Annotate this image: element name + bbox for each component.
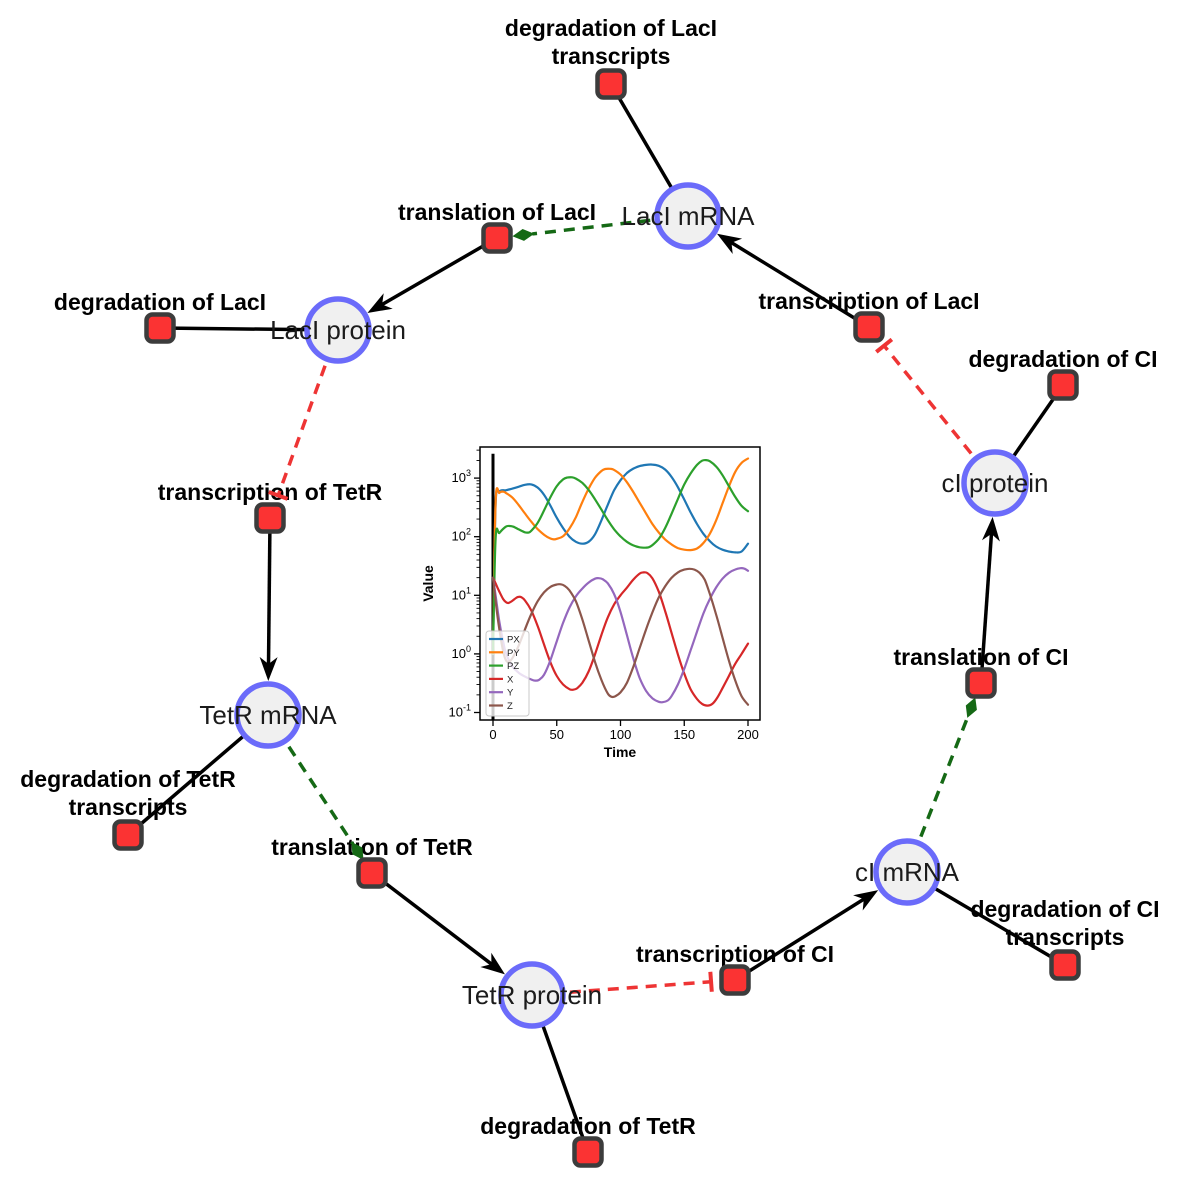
tetr-protein-label: TetR protein (462, 980, 602, 1010)
y-tick-label: 10-1 (449, 703, 471, 720)
degradation-of-ci-label: degradation of CI (968, 346, 1157, 372)
x-tick-label: 0 (489, 727, 496, 742)
edge-production-translation-of-laci-to-laci-protein (367, 236, 498, 313)
species-node-tetr-mrna (234, 681, 302, 749)
x-tick-label: 100 (610, 727, 632, 742)
reaction-node-degradation-of-laci-transcripts (595, 68, 627, 100)
y-tick-label: 102 (452, 527, 471, 544)
legend-entry-PX: PX (489, 635, 520, 646)
degradation-of-ci-transcripts-label: transcripts (1006, 924, 1125, 950)
legend-label-Z: Z (507, 701, 513, 712)
series-X-line (491, 571, 750, 707)
inhibition-tee-icon (708, 971, 714, 992)
legend-entry-PY: PY (489, 648, 520, 659)
arrowhead-icon (853, 890, 879, 911)
arrowhead-icon (982, 516, 1000, 542)
degradation-of-tetr-label: degradation of TetR (480, 1113, 696, 1139)
degradation-of-tetr-transcripts-label: degradation of TetR (20, 766, 236, 792)
legend-label-PX: PX (507, 635, 520, 646)
reaction-node-transcription-of-ci (719, 964, 751, 996)
reaction-node-translation-of-laci (481, 222, 513, 254)
ci-mrna-label: cI mRNA (855, 857, 960, 887)
series-PZ-line (491, 458, 750, 655)
species-node-tetr-protein (498, 961, 566, 1029)
x-tick-label: 50 (550, 727, 564, 742)
x-tick-label: 150 (673, 727, 695, 742)
reaction-node-transcription-of-tetr (254, 502, 286, 534)
reaction-node-degradation-of-ci-transcripts (1049, 949, 1081, 981)
legend-label-PZ: PZ (507, 661, 519, 672)
catalysis-diamond-icon (512, 229, 535, 241)
transcription-of-ci-label: transcription of CI (636, 941, 834, 967)
transcription-of-laci-label: transcription of LacI (758, 288, 979, 314)
species-node-ci-protein (961, 449, 1029, 517)
arrowhead-icon (480, 952, 505, 975)
timecourse-plot: 0 50 100 150 20010-1100101102103TimeValuePXP… (420, 446, 761, 760)
reaction-node-transcription-of-laci (853, 311, 885, 343)
degradation-of-laci-label: degradation of LacI (54, 289, 266, 315)
reaction-node-degradation-of-ci (1047, 369, 1079, 401)
tetr-mrna-label: TetR mRNA (199, 700, 337, 730)
series-Y-line (491, 567, 750, 704)
translation-of-tetr-label: translation of TetR (271, 834, 473, 860)
reaction-node-degradation-of-laci (144, 312, 176, 344)
y-axis-label: Value (420, 565, 436, 602)
y-tick-label: 101 (452, 585, 471, 602)
edge-production-transcription-of-laci-to-laci-mrna (717, 233, 870, 329)
series-PX-line (491, 463, 750, 655)
legend-entry-Y: Y (489, 688, 514, 699)
degradation-of-laci-transcripts-label: transcripts (552, 43, 671, 69)
legend-label-PY: PY (507, 648, 520, 659)
reaction-node-translation-of-ci (965, 667, 997, 699)
edge-production-translation-of-ci-to-ci-protein (979, 516, 1000, 684)
reaction-node-degradation-of-tetr-transcripts (112, 819, 144, 851)
edge-production-transcription-of-ci-to-ci-mrna (734, 890, 879, 982)
degradation-of-ci-transcripts-label: degradation of CI (970, 896, 1159, 922)
reaction-node-translation-of-tetr (356, 857, 388, 889)
y-tick-label: 103 (452, 468, 471, 485)
arrowhead-icon (717, 233, 743, 254)
plot-area (491, 453, 750, 720)
inhibition-tee-icon (268, 490, 289, 501)
legend-label-Y: Y (507, 688, 514, 699)
edge-production-translation-of-tetr-to-tetr-protein (370, 871, 505, 975)
y-tick-label: 100 (452, 644, 471, 661)
legend-entry-PZ: PZ (489, 661, 519, 672)
inhibition-tee-icon (875, 337, 894, 354)
laci-protein-label: LacI protein (270, 315, 406, 345)
ci-protein-label: cI protein (942, 468, 1049, 498)
species-node-ci-mrna (873, 838, 941, 906)
series-PY-line (491, 457, 750, 655)
degradation-of-tetr-transcripts-label: transcripts (69, 794, 188, 820)
legend-entry-Z: Z (489, 701, 513, 712)
edge-production-transcription-of-tetr-to-tetr-mrna (259, 517, 278, 681)
series-Z-line (491, 567, 750, 706)
legend-entry-X: X (489, 674, 514, 685)
laci-mrna-label: LacI mRNA (622, 201, 756, 231)
reaction-node-degradation-of-tetr (572, 1136, 604, 1168)
x-tick-label: 200 (737, 727, 759, 742)
translation-of-laci-label: translation of LacI (398, 199, 596, 225)
arrowhead-icon (367, 293, 393, 313)
species-node-laci-protein (304, 296, 372, 364)
catalysis-diamond-icon (351, 841, 364, 861)
x-axis-label: Time (604, 744, 637, 760)
catalysis-diamond-icon (965, 697, 977, 718)
degradation-of-laci-transcripts-label: degradation of LacI (505, 15, 717, 41)
arrowhead-icon (259, 656, 278, 681)
species-node-laci-mrna (654, 182, 722, 250)
legend-label-X: X (507, 674, 514, 685)
legend: PX PY PZ XYZ (485, 630, 530, 717)
